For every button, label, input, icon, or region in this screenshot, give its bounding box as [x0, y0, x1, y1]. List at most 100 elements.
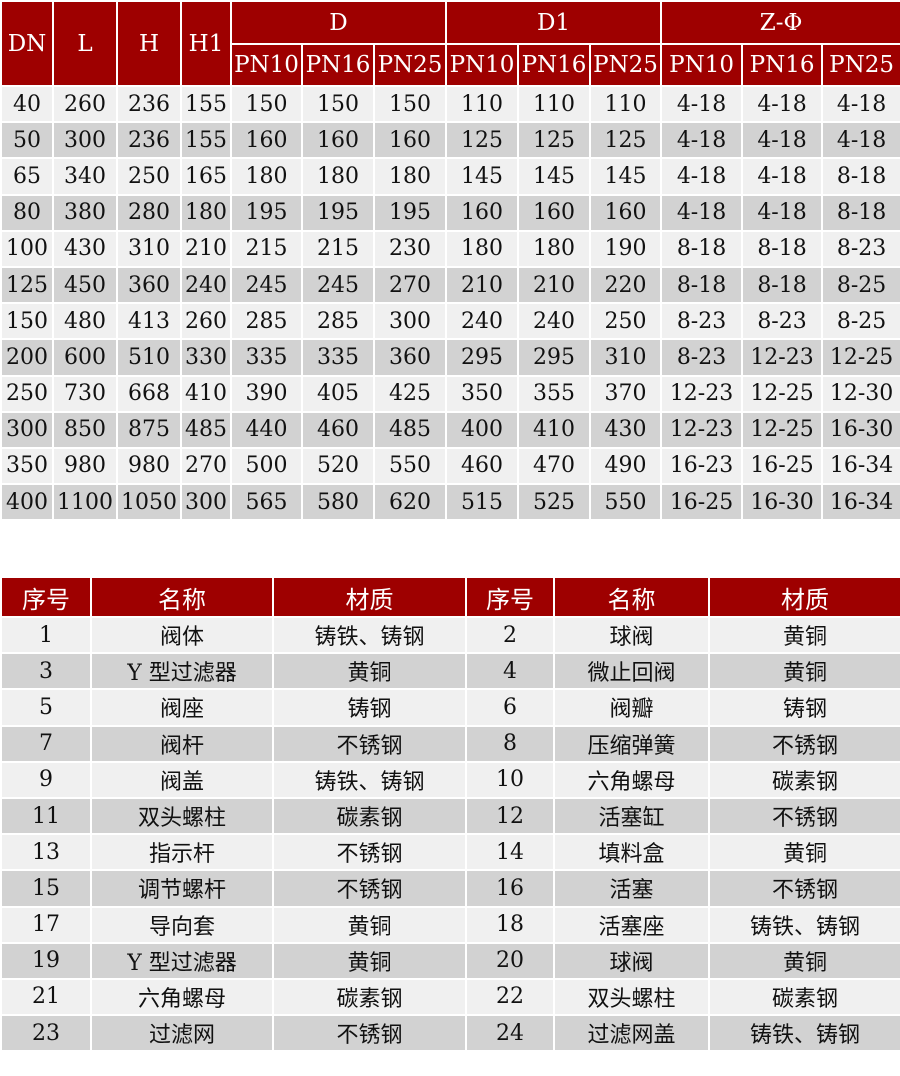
- table-cell: 485: [180, 410, 232, 449]
- table-cell: 250: [0, 374, 54, 413]
- table-cell: 485: [372, 410, 448, 449]
- table-cell: 285: [301, 302, 375, 341]
- table-row: 200 600 510 330 335 335 360 295 295 310 8-23 12-23 1…: [0, 338, 900, 377]
- table-cell: 12-23: [741, 338, 824, 377]
- table-cell: 425: [372, 374, 448, 413]
- table-cell: 不锈钢: [708, 796, 900, 836]
- table-cell: 525: [517, 483, 592, 522]
- parts-table: 序号 名称 材质 序号 名称 材质 1 阀体 铸铁、铸钢 2 球阀 黄铜 3 Y 型过滤器 黄铜 4 微止回阀…: [0, 576, 900, 1053]
- table-cell: 球阀: [553, 941, 710, 980]
- table-cell: 160: [517, 193, 592, 232]
- table-cell: 413: [116, 302, 182, 341]
- table-cell: 22: [465, 977, 555, 1017]
- table-cell: 铸钢: [708, 688, 900, 727]
- table-cell: 510: [116, 338, 182, 377]
- table-row: 250 730 668 410 390 405 425 350 355 370 12-23 12-25…: [0, 374, 900, 413]
- table-cell: 245: [301, 265, 375, 305]
- table-cell: 碳素钢: [272, 977, 467, 1017]
- table-cell: 3: [0, 652, 92, 691]
- table-cell: 200: [0, 338, 54, 377]
- header-pressure-class: PN10: [230, 43, 303, 87]
- table-cell: 668: [116, 374, 182, 413]
- table-cell: 活塞: [553, 869, 710, 908]
- table-cell: 310: [589, 338, 663, 377]
- table-row: 400 1100 1050 300 565 580 620 515 525 550 16-25 16-…: [0, 483, 900, 522]
- table-cell: 180: [301, 157, 375, 196]
- dimensions-table: DN L H H1 D D1 Z-Φ PN10 PN16 PN25 PN10 PN16 P…: [0, 0, 900, 522]
- table-cell: 195: [372, 193, 448, 232]
- table-cell: 铸钢: [272, 688, 467, 727]
- table-cell: 210: [180, 229, 232, 268]
- table-cell: 23: [0, 1014, 92, 1053]
- table-cell: 160: [445, 193, 520, 232]
- table-cell: 4-18: [741, 121, 824, 160]
- table-cell: 180: [445, 229, 520, 268]
- table-cell: 125: [445, 121, 520, 160]
- table-row: 11 双头螺柱 碳素钢 12 活塞缸 不锈钢: [0, 796, 900, 836]
- table-cell: 350: [445, 374, 520, 413]
- table-cell: 480: [52, 302, 118, 341]
- table-cell: 180: [230, 157, 303, 196]
- table-cell: 145: [589, 157, 663, 196]
- table-cell: 980: [116, 446, 182, 486]
- table-cell: 8: [465, 724, 555, 763]
- table-cell: 8-18: [821, 193, 900, 232]
- table-cell: 4-18: [660, 193, 744, 232]
- table-cell: 黄铜: [708, 615, 900, 655]
- table-row: 40 260 236 155 150 150 150 110 110 110 4-18 4-18 4-1…: [0, 84, 900, 124]
- table-cell: 指示杆: [90, 833, 274, 872]
- table-cell: 六角螺母: [90, 977, 274, 1017]
- table-cell: 19: [0, 941, 92, 980]
- table-row: 1 阀体 铸铁、铸钢 2 球阀 黄铜: [0, 615, 900, 655]
- table-cell: 236: [116, 84, 182, 124]
- table-cell: 65: [0, 157, 54, 196]
- table-cell: 230: [372, 229, 448, 268]
- parts-header: 序号 名称 材质 序号 名称 材质: [0, 576, 900, 618]
- table-cell: 4-18: [741, 193, 824, 232]
- table-cell: 160: [230, 121, 303, 160]
- table-cell: 355: [517, 374, 592, 413]
- table-cell: 不锈钢: [272, 724, 467, 763]
- table-cell: 碳素钢: [708, 977, 900, 1017]
- table-cell: 21: [0, 977, 92, 1017]
- table-cell: 550: [372, 446, 448, 486]
- table-cell: 1100: [52, 483, 118, 522]
- table-cell: 430: [589, 410, 663, 449]
- table-cell: 980: [52, 446, 118, 486]
- table-cell: 340: [52, 157, 118, 196]
- table-cell: 110: [445, 84, 520, 124]
- table-cell: 15: [0, 869, 92, 908]
- table-cell: 150: [0, 302, 54, 341]
- table-cell: 4-18: [821, 121, 900, 160]
- table-row: 23 过滤网 不锈钢 24 过滤网盖 铸铁、铸钢: [0, 1014, 900, 1053]
- table-cell: 195: [301, 193, 375, 232]
- header-d1: D1: [445, 0, 663, 45]
- table-cell: 活塞座: [553, 905, 710, 944]
- table-cell: 六角螺母: [553, 760, 710, 799]
- table-cell: 16-25: [660, 483, 744, 522]
- table-cell: 250: [116, 157, 182, 196]
- table-cell: 8-18: [741, 265, 824, 305]
- table-cell: 580: [301, 483, 375, 522]
- table-cell: 黄铜: [708, 941, 900, 980]
- table-cell: 压缩弹簧: [553, 724, 710, 763]
- table-cell: 145: [445, 157, 520, 196]
- table-cell: 7: [0, 724, 92, 763]
- table-row: 15 调节螺杆 不锈钢 16 活塞 不锈钢: [0, 869, 900, 908]
- table-cell: 470: [517, 446, 592, 486]
- table-row: 300 850 875 485 440 460 485 400 410 430 12-23 12-25…: [0, 410, 900, 449]
- table-cell: 12: [465, 796, 555, 836]
- table-cell: 300: [52, 121, 118, 160]
- header-pressure-class: PN16: [517, 43, 592, 87]
- table-cell: 236: [116, 121, 182, 160]
- table-cell: 6: [465, 688, 555, 727]
- table-cell: 不锈钢: [708, 869, 900, 908]
- table-cell: 180: [372, 157, 448, 196]
- table-cell: 260: [52, 84, 118, 124]
- table-cell: 过滤网: [90, 1014, 274, 1053]
- table-cell: 8-18: [821, 157, 900, 196]
- header-pressure-class: PN25: [589, 43, 663, 87]
- table-row: 100 430 310 210 215 215 230 180 180 190 8-18 8-18 8-…: [0, 229, 900, 268]
- table-cell: 16-34: [821, 483, 900, 522]
